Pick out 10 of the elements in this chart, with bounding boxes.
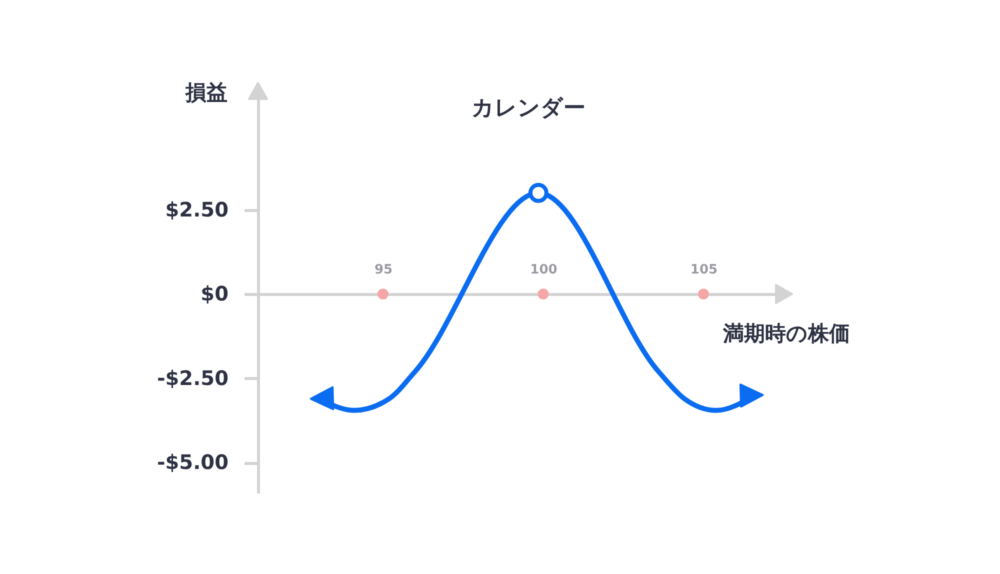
text: カレンダー [471, 96, 586, 121]
x-tick-label: 105 [690, 262, 718, 278]
y-tick-label: $2.50 [165, 197, 228, 222]
x-tick-label: 100 [530, 262, 558, 278]
y-tick-label: -$2.50 [156, 366, 228, 390]
y-tick-label: -$5.00 [156, 450, 228, 474]
x-axis-title: 満期時の株価 [722, 322, 850, 346]
y-tick-label: $0 [200, 282, 228, 306]
y-axis-title: 損益 [184, 80, 228, 104]
x-tick-label: 95 [374, 262, 393, 278]
